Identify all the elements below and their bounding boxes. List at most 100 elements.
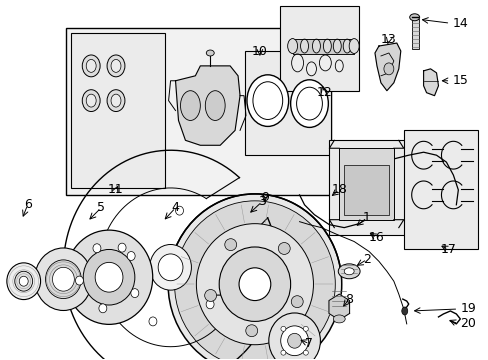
Ellipse shape <box>174 201 335 360</box>
Ellipse shape <box>280 326 308 356</box>
Text: 6: 6 <box>24 198 32 211</box>
Ellipse shape <box>15 271 33 291</box>
Ellipse shape <box>252 82 282 120</box>
Polygon shape <box>423 69 438 96</box>
Ellipse shape <box>245 325 257 337</box>
Ellipse shape <box>206 300 214 309</box>
Text: 3: 3 <box>257 195 265 208</box>
Ellipse shape <box>280 327 285 331</box>
Ellipse shape <box>287 39 297 54</box>
Ellipse shape <box>196 224 313 345</box>
Ellipse shape <box>280 350 285 355</box>
Ellipse shape <box>205 91 224 121</box>
Bar <box>328 140 418 235</box>
Polygon shape <box>175 66 240 145</box>
Ellipse shape <box>401 307 407 315</box>
Ellipse shape <box>300 39 308 53</box>
Ellipse shape <box>118 243 126 252</box>
Text: 2: 2 <box>363 253 370 266</box>
Ellipse shape <box>290 80 327 127</box>
Ellipse shape <box>287 333 301 348</box>
Ellipse shape <box>35 248 92 310</box>
Text: 13: 13 <box>380 33 396 46</box>
Ellipse shape <box>335 60 343 72</box>
Bar <box>411 19 418 49</box>
Text: 10: 10 <box>251 45 267 58</box>
Ellipse shape <box>75 276 83 285</box>
Text: 7: 7 <box>305 337 313 350</box>
Text: 5: 5 <box>97 201 105 214</box>
Ellipse shape <box>383 63 393 75</box>
Text: 14: 14 <box>451 17 467 30</box>
Ellipse shape <box>306 62 316 76</box>
Ellipse shape <box>409 14 419 21</box>
Ellipse shape <box>19 276 28 286</box>
Text: 17: 17 <box>440 243 455 256</box>
Text: 12: 12 <box>316 86 331 99</box>
Text: 19: 19 <box>459 302 475 315</box>
Ellipse shape <box>224 239 236 251</box>
Ellipse shape <box>82 90 100 112</box>
Ellipse shape <box>180 91 200 121</box>
Bar <box>244 51 331 155</box>
Polygon shape <box>374 43 400 91</box>
Text: 9: 9 <box>261 192 268 204</box>
Ellipse shape <box>52 267 74 291</box>
Ellipse shape <box>168 194 341 360</box>
Bar <box>66 28 331 195</box>
Ellipse shape <box>333 315 345 323</box>
Ellipse shape <box>107 55 124 77</box>
Ellipse shape <box>131 289 139 298</box>
Ellipse shape <box>303 350 308 355</box>
Ellipse shape <box>268 313 320 360</box>
Ellipse shape <box>158 254 183 281</box>
Ellipse shape <box>86 59 96 72</box>
Ellipse shape <box>288 39 296 53</box>
Ellipse shape <box>296 87 322 120</box>
Ellipse shape <box>7 263 41 300</box>
Ellipse shape <box>82 55 100 77</box>
Ellipse shape <box>111 94 121 107</box>
Ellipse shape <box>83 249 135 305</box>
Ellipse shape <box>291 54 303 72</box>
Ellipse shape <box>303 327 308 331</box>
Ellipse shape <box>99 304 106 313</box>
Ellipse shape <box>149 317 157 326</box>
Text: 18: 18 <box>331 184 346 197</box>
Ellipse shape <box>127 252 135 261</box>
Ellipse shape <box>239 268 270 301</box>
Bar <box>292 39 353 54</box>
Bar <box>339 148 393 220</box>
Ellipse shape <box>219 247 290 321</box>
Bar <box>279 6 358 91</box>
Ellipse shape <box>95 262 122 292</box>
Bar <box>344 165 388 215</box>
Ellipse shape <box>175 206 183 215</box>
Bar <box>403 130 477 249</box>
Text: 20: 20 <box>459 318 475 330</box>
Text: 8: 8 <box>345 293 352 306</box>
Ellipse shape <box>204 289 216 301</box>
Ellipse shape <box>344 268 353 275</box>
Ellipse shape <box>348 39 358 54</box>
Ellipse shape <box>246 75 288 126</box>
Ellipse shape <box>65 230 152 324</box>
Ellipse shape <box>323 39 331 53</box>
Ellipse shape <box>86 94 96 107</box>
Ellipse shape <box>319 55 331 71</box>
Text: 1: 1 <box>363 211 370 224</box>
Text: 15: 15 <box>451 74 468 87</box>
Ellipse shape <box>278 243 289 255</box>
Ellipse shape <box>312 39 320 53</box>
Ellipse shape <box>343 39 350 53</box>
Ellipse shape <box>291 296 303 307</box>
Ellipse shape <box>149 244 191 290</box>
Text: 11: 11 <box>108 184 123 197</box>
Text: 16: 16 <box>368 231 384 244</box>
Ellipse shape <box>338 264 359 279</box>
Bar <box>71 33 164 188</box>
Ellipse shape <box>45 260 81 298</box>
Polygon shape <box>328 294 349 320</box>
Text: 4: 4 <box>171 201 179 214</box>
Ellipse shape <box>111 59 121 72</box>
